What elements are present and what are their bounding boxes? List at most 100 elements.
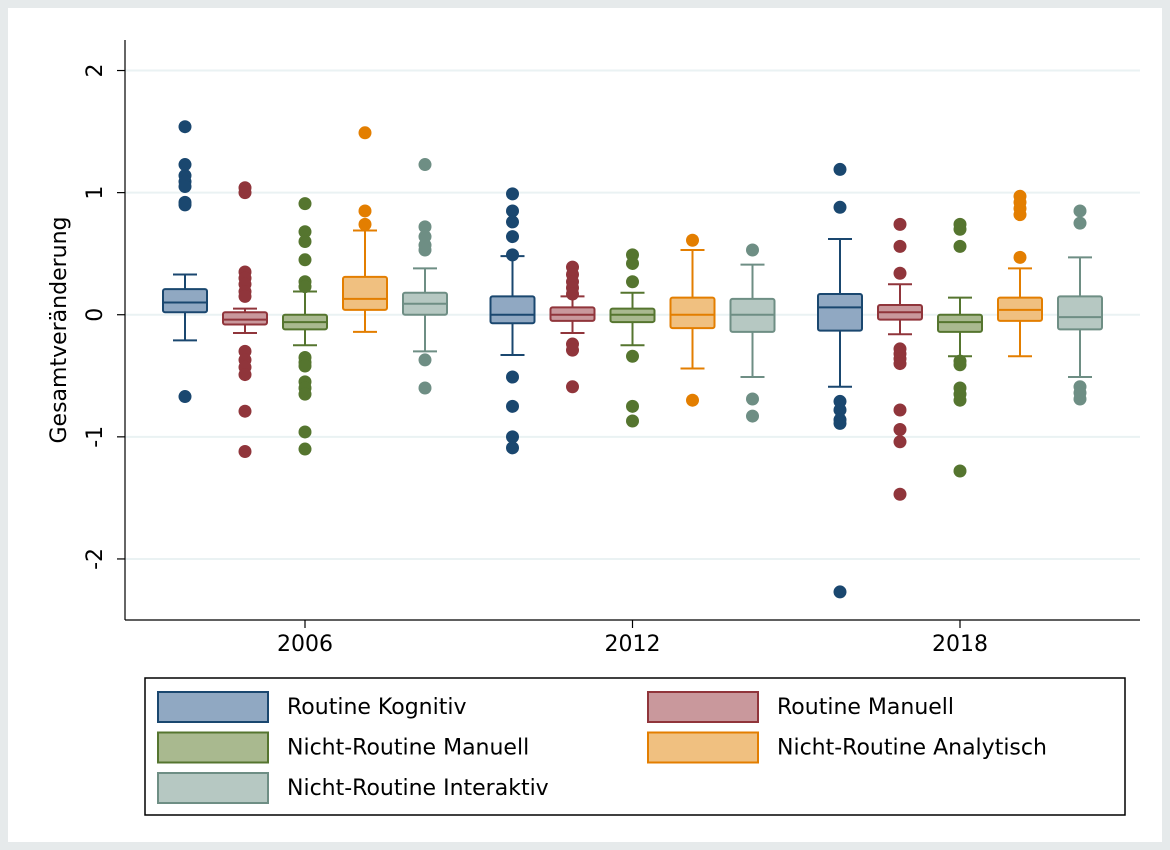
outlier: [298, 359, 312, 373]
outlier: [626, 414, 639, 428]
box: [817, 292, 863, 332]
outlier: [506, 441, 519, 455]
y-tick-label: 1: [83, 186, 108, 200]
outlier: [298, 253, 312, 267]
outlier: [833, 403, 847, 417]
outlier: [238, 186, 252, 200]
outlier: [358, 126, 372, 140]
outlier: [833, 585, 847, 599]
y-axis-title: Gesamtveränderung: [47, 216, 72, 443]
outlier: [893, 423, 907, 437]
y-tick-label: -1: [83, 426, 108, 448]
outlier: [893, 487, 907, 501]
outlier: [506, 230, 519, 244]
outlier: [893, 435, 907, 449]
x-tick-label: 2012: [605, 632, 661, 657]
x-tick-label: 2006: [277, 632, 333, 657]
outlier: [893, 403, 907, 417]
outlier: [953, 222, 967, 236]
box: [669, 296, 716, 330]
outlier: [506, 248, 519, 262]
outlier: [506, 187, 519, 201]
box: [1057, 295, 1103, 331]
outlier: [506, 430, 519, 444]
outlier: [298, 425, 312, 439]
outlier: [833, 200, 847, 214]
outlier: [953, 464, 967, 478]
box: [222, 311, 268, 326]
outlier: [178, 198, 192, 212]
outlier: [418, 158, 432, 172]
outlier: [298, 197, 312, 211]
outlier: [566, 287, 579, 301]
outlier: [626, 349, 639, 363]
outlier: [626, 256, 639, 270]
outlier: [178, 120, 192, 134]
legend-label: Nicht-Routine Interaktiv: [287, 776, 549, 801]
outlier: [358, 217, 372, 231]
box: [162, 288, 208, 314]
outlier: [686, 233, 699, 247]
y-tick-label: 2: [83, 64, 108, 78]
outlier: [953, 358, 967, 372]
outlier: [833, 416, 847, 430]
outlier: [238, 289, 252, 303]
outlier: [746, 392, 759, 406]
legend: [144, 677, 1126, 816]
outlier: [418, 220, 432, 234]
legend-swatch: [157, 691, 269, 723]
legend-swatch: [157, 731, 269, 764]
legend-label: Nicht-Routine Analytisch: [777, 736, 1047, 761]
outlier: [298, 442, 312, 456]
outlier: [506, 399, 519, 413]
box: [342, 275, 388, 311]
outlier: [893, 217, 907, 231]
outlier: [1073, 392, 1087, 406]
legend-swatch: [157, 772, 269, 804]
x-tick-label: 2018: [932, 632, 988, 657]
outlier: [358, 204, 372, 218]
y-tick-label: -2: [83, 548, 108, 570]
outlier: [1013, 208, 1027, 222]
outlier: [1073, 216, 1087, 230]
outlier: [953, 239, 967, 253]
outlier: [238, 444, 252, 458]
legend-label: Routine Kognitiv: [287, 695, 466, 720]
outlier: [566, 380, 579, 394]
outlier: [506, 204, 519, 218]
outlier: [893, 266, 907, 280]
outlier: [506, 370, 519, 384]
outlier: [298, 234, 312, 248]
outlier: [298, 387, 312, 401]
outlier: [686, 393, 699, 407]
outlier: [626, 275, 639, 289]
outlier: [178, 158, 192, 172]
outlier: [238, 404, 252, 418]
outlier: [178, 390, 192, 404]
outlier: [566, 343, 579, 357]
outlier: [746, 243, 759, 257]
outlier: [418, 353, 432, 367]
outlier: [833, 162, 847, 176]
outlier: [626, 399, 639, 413]
outlier: [238, 368, 252, 382]
legend-swatch: [647, 731, 759, 764]
outlier: [953, 393, 967, 407]
outlier: [1073, 204, 1087, 218]
outlier: [298, 280, 312, 294]
outlier: [418, 243, 432, 257]
outlier: [1013, 250, 1027, 264]
outlier: [506, 215, 519, 229]
outlier: [746, 409, 759, 423]
outlier: [418, 381, 432, 395]
box: [489, 295, 536, 325]
box: [937, 313, 983, 333]
legend-label: Routine Manuell: [777, 695, 954, 720]
legend-label: Nicht-Routine Manuell: [287, 736, 529, 761]
outlier: [298, 225, 312, 239]
outlier: [178, 180, 192, 194]
y-tick-label: 0: [83, 308, 108, 322]
outlier: [893, 239, 907, 253]
outlier: [893, 357, 907, 371]
